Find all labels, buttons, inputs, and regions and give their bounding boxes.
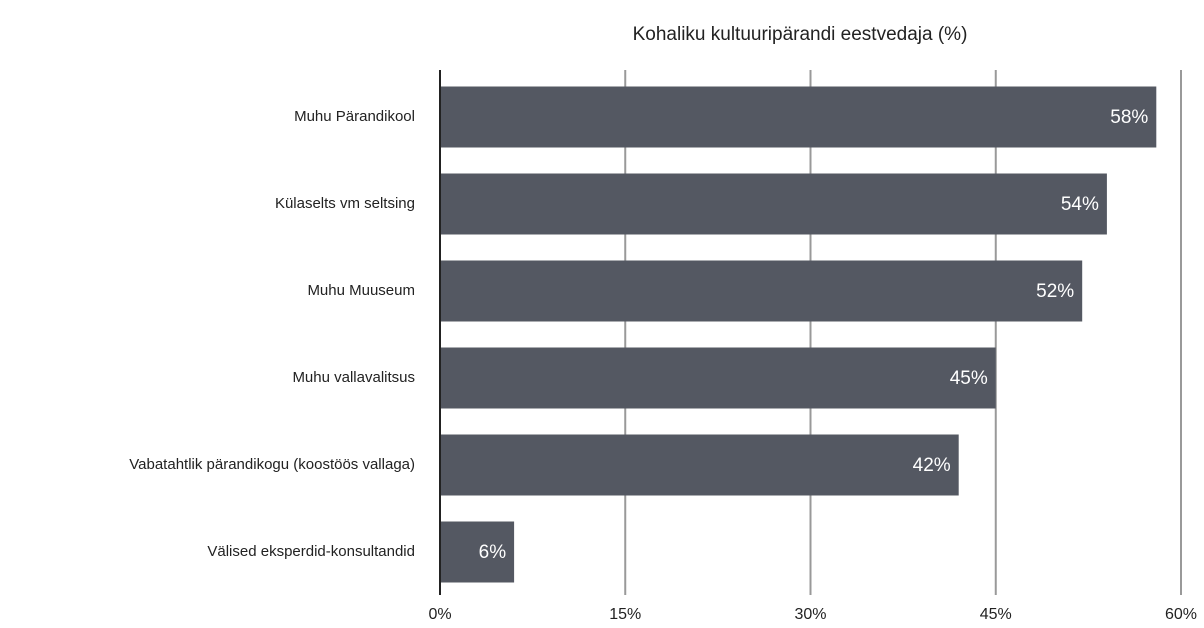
bar <box>440 434 959 496</box>
x-tick-label: 45% <box>980 606 1012 623</box>
value-label: 6% <box>479 542 507 563</box>
value-label: 45% <box>950 368 988 389</box>
bar <box>440 260 1083 322</box>
value-label: 58% <box>1110 107 1148 128</box>
value-label: 54% <box>1061 194 1099 215</box>
bar <box>440 86 1157 148</box>
y-tick-label: Välised eksperdid-konsultandid <box>207 543 415 560</box>
bar <box>440 521 515 583</box>
value-label: 52% <box>1036 281 1074 302</box>
bar <box>440 173 1107 235</box>
value-label: 42% <box>913 455 951 476</box>
y-tick-label: Külaselts vm seltsing <box>275 195 415 212</box>
x-tick-label: 60% <box>1165 606 1197 623</box>
x-tick-label: 30% <box>794 606 826 623</box>
y-tick-label: Vabatahtlik pärandikogu (koostöös vallag… <box>129 456 415 473</box>
x-tick-label: 15% <box>609 606 641 623</box>
bar <box>440 347 996 409</box>
x-tick-label: 0% <box>428 606 451 623</box>
chart-title: Kohaliku kultuuripärandi eestvedaja (%) <box>633 24 968 45</box>
y-tick-label: Muhu Pärandikool <box>294 108 415 125</box>
y-tick-label: Muhu vallavalitsus <box>292 369 415 386</box>
y-tick-label: Muhu Muuseum <box>307 282 415 299</box>
